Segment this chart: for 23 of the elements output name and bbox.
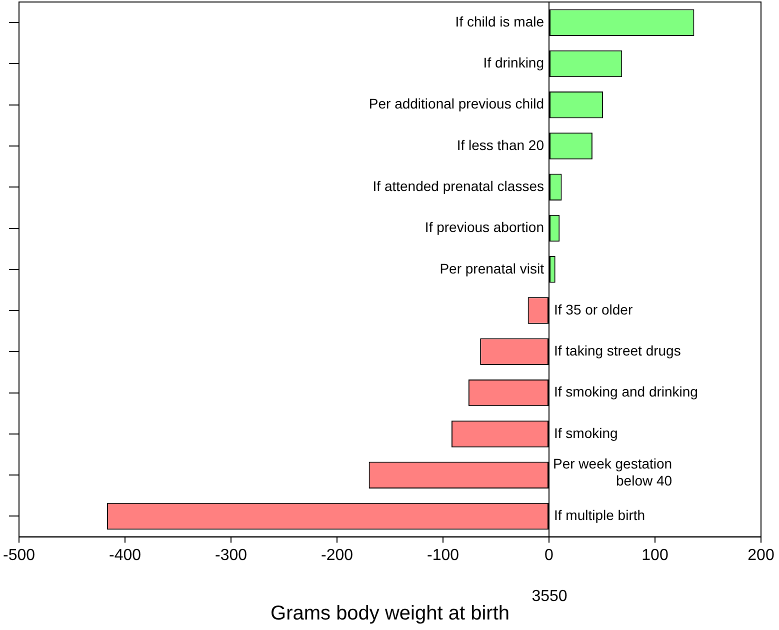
y-tick-label: If drinking: [483, 54, 544, 71]
x-tick-label: -500: [2, 546, 36, 564]
text: 3550: [532, 588, 568, 606]
y-tick-label: If smoking and drinking: [554, 384, 698, 400]
y-tick-label: If taking street drugs: [554, 342, 681, 359]
x-axis-title: Grams body weight at birth: [270, 602, 510, 625]
y-tick-label: If previous abortion: [424, 219, 544, 236]
x-tick-label: 100: [642, 546, 668, 564]
x-tick-label: -300: [214, 546, 248, 564]
y-tick-label: If smoking: [554, 424, 618, 441]
y-tick-label: Per prenatal visit: [440, 260, 544, 276]
x-tick-label: -200: [320, 546, 354, 564]
y-tick-label: If child is male: [455, 13, 544, 30]
x-tick-label: 0: [544, 546, 554, 564]
y-tick-label: Per week gestation below 40: [552, 455, 672, 488]
x-tick-label: -400: [108, 546, 142, 564]
y-tick-label: If 35 or older: [554, 301, 633, 318]
x-tick-label: 200: [748, 546, 774, 564]
x-tick-label: -100: [426, 546, 460, 564]
y-tick-label: If attended prenatal classes: [372, 178, 544, 194]
y-tick-label: If multiple birth: [554, 507, 646, 524]
y-tick-label: If less than 20: [456, 136, 544, 153]
y-tick-label: Per additional previous child: [368, 96, 544, 112]
